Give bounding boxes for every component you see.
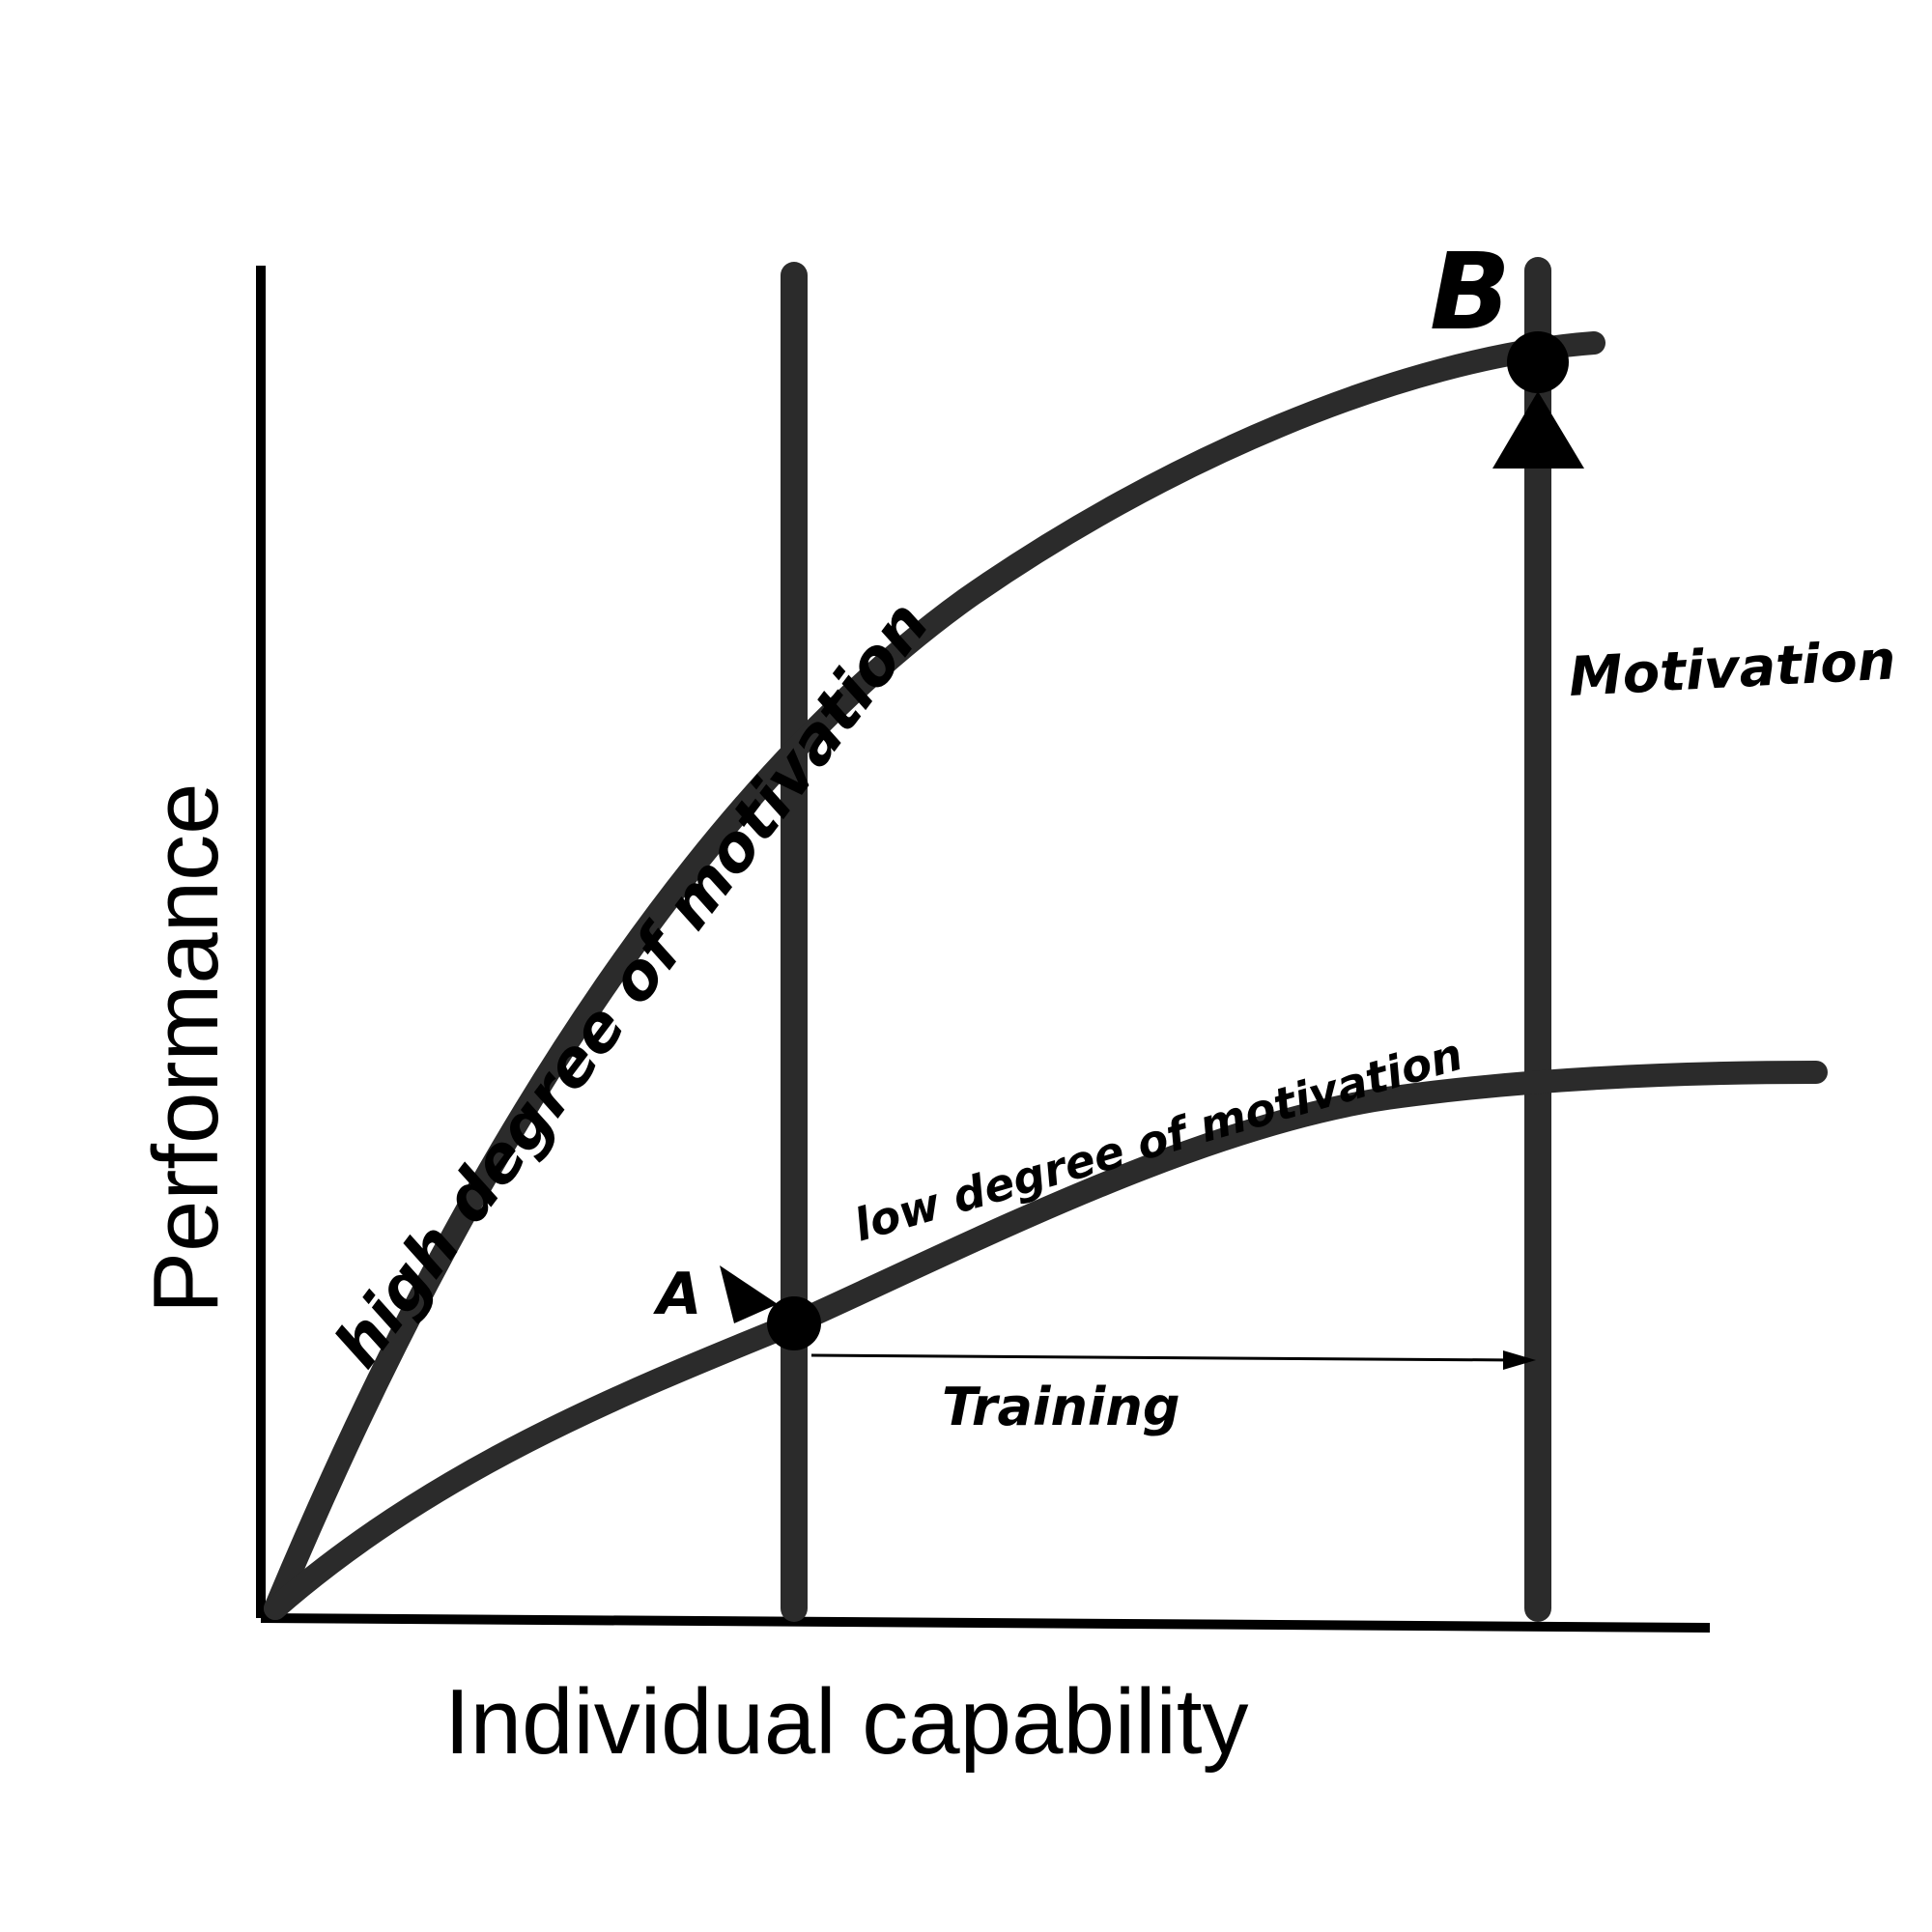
x-axis — [260, 1613, 1711, 1633]
point-b-marker — [1507, 331, 1569, 393]
training-arrowhead — [1503, 1350, 1536, 1370]
point-b-label: B — [1430, 230, 1511, 354]
x-axis-label: Individual capability — [444, 1670, 1249, 1774]
point-a-marker — [767, 1296, 821, 1350]
training-label: Training — [942, 1377, 1180, 1437]
motivation-arrowhead — [1492, 391, 1584, 469]
training-arrow-shaft — [810, 1353, 1518, 1362]
high-curve-label: high degree of motivation — [320, 587, 944, 1380]
point-a-label: A — [653, 1261, 701, 1328]
low-motivation-curve — [264, 1061, 1828, 1620]
point-a-pointer-arrow — [720, 1265, 778, 1323]
high-motivation-curve — [264, 331, 1605, 1620]
motivation-label: Motivation — [1567, 629, 1897, 709]
low-curve-label: low degree of motivation — [848, 1028, 1468, 1252]
y-axis-label: Performance — [134, 782, 238, 1314]
